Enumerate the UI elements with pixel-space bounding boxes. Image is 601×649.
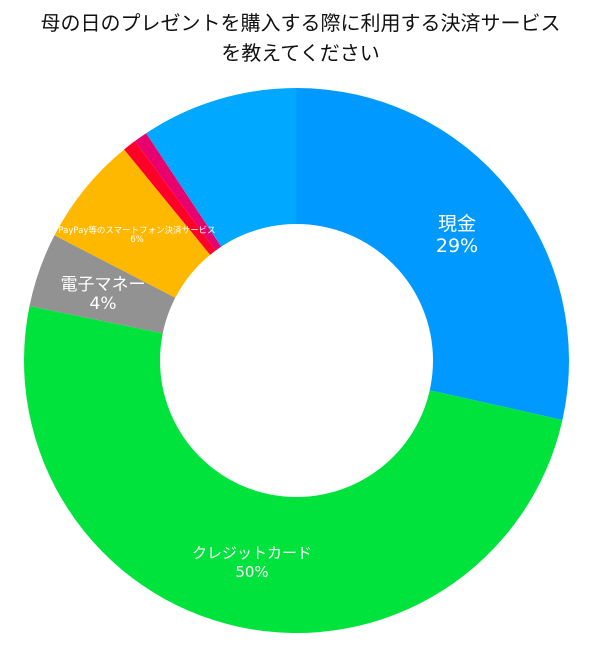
label-cash-pct: 29% — [436, 235, 478, 257]
label-emoney-name: 電子マネー — [61, 275, 146, 295]
chart-title-line-1: 母の日のプレゼントを購入する際に利用する決済サービス — [40, 11, 561, 35]
label-card-pct: 50% — [235, 563, 268, 581]
label-cash-name: 現金 — [438, 213, 476, 235]
chart-title-line-2: を教えてください — [221, 41, 380, 65]
label-paypay-pct: 6% — [130, 235, 144, 245]
donut-hole — [160, 224, 433, 497]
label-emoney-pct: 4% — [90, 294, 117, 314]
label-paypay-name: PayPay等のスマートフォン決済サービス — [58, 225, 215, 236]
chart-title: 母の日のプレゼントを購入する際に利用する決済サービス を教えてください — [0, 8, 601, 68]
label-card-name: クレジットカード — [192, 544, 312, 562]
